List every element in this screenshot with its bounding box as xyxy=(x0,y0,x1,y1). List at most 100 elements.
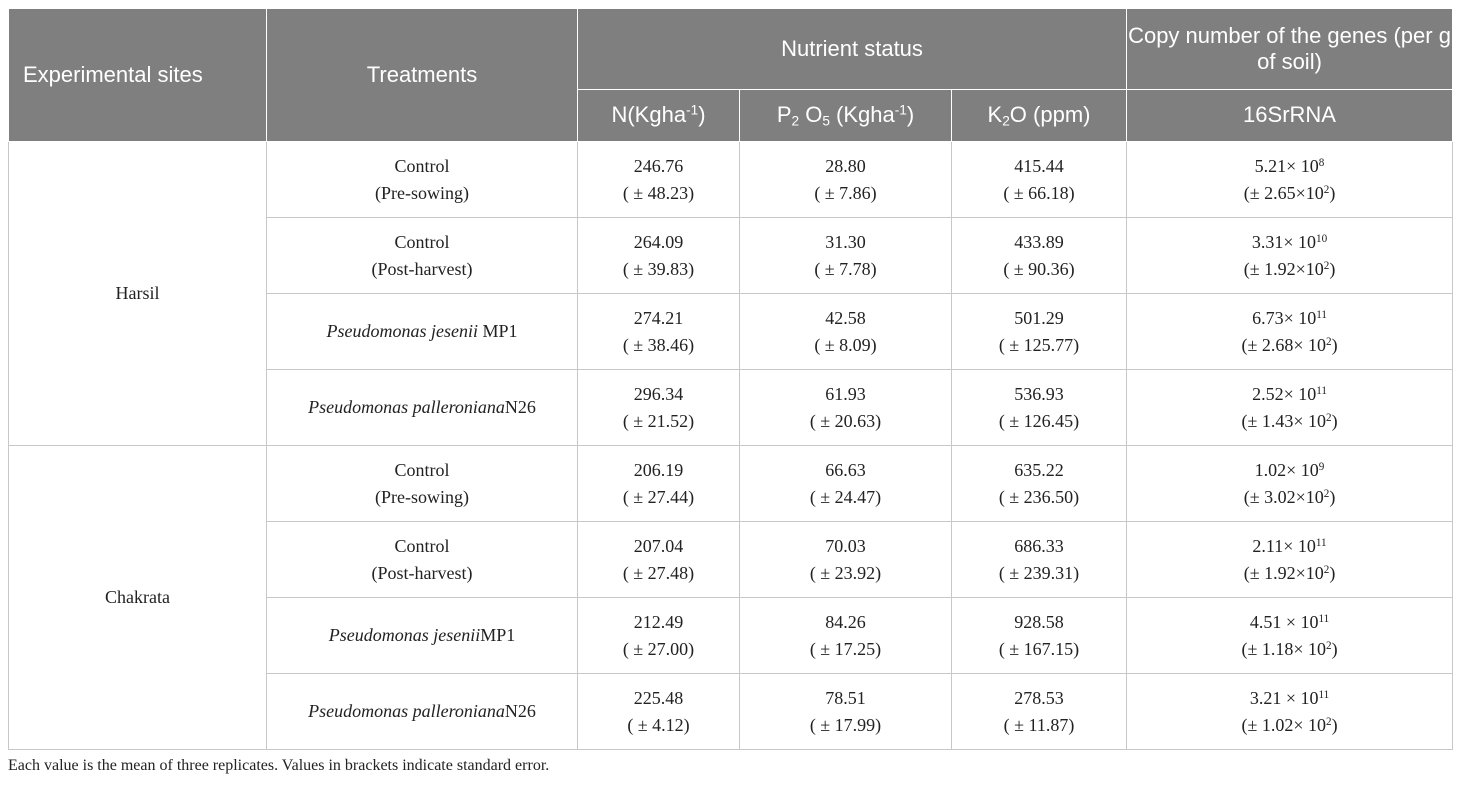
table-container: Experimental sites Treatments Nutrient s… xyxy=(8,8,1454,750)
table-row: Pseudomonas palleronianaN26 225.48 ( ± 4.1… xyxy=(9,673,1454,750)
table-row: Pseudomonas jeseniiMP1 212.49 ( ± 27.00) 84… xyxy=(9,597,1454,674)
mean-value: 42.58 xyxy=(825,307,866,328)
copy-se-exponent: 2 xyxy=(1325,411,1332,424)
se-value: ( ± 38.46) xyxy=(622,334,695,355)
treatment-strain: N26 xyxy=(504,701,536,721)
treatment-cell: Control (Post-harvest) xyxy=(266,521,578,598)
se-value: ( ± 39.83) xyxy=(622,258,695,279)
treatment-name: Control xyxy=(394,459,450,480)
copy-se-exponent: 2 xyxy=(1323,183,1330,196)
se-value: ( ± 236.50) xyxy=(998,486,1080,507)
p2o5-cell: 66.63 ( ± 24.47) xyxy=(739,445,952,522)
table-row: Harsil Control (Pre-sowing) 246.76 ( ± 48.23… xyxy=(8,141,1454,446)
copy-se-close: ) xyxy=(1329,562,1336,583)
copy-mantissa: 4.51 × 10 xyxy=(1249,611,1319,632)
copy-se: (± 2.68× 10 xyxy=(1241,334,1326,355)
mean-value: 635.22 xyxy=(1014,459,1064,480)
copy-exponent: 11 xyxy=(1315,536,1327,549)
se-value: ( ± 7.86) xyxy=(814,182,877,203)
treatment-cell: Control (Post-harvest) xyxy=(266,217,578,294)
treatment-species: Pseudomonas jesenii xyxy=(328,625,481,645)
se-value: ( ± 27.48) xyxy=(622,562,695,583)
n-cell: 246.76 ( ± 48.23) xyxy=(577,141,740,218)
copy-mantissa: 6.73× 10 xyxy=(1252,307,1317,328)
table-row: Chakrata Control (Pre-sowing) 206.19 ( ± 27.… xyxy=(8,445,1454,750)
mean-value: 28.80 xyxy=(825,155,866,176)
treatment-cell: Pseudomonas jesenii MP1 xyxy=(266,293,578,370)
copy-se: (± 2.65×10 xyxy=(1243,182,1324,203)
copy-se-exponent: 2 xyxy=(1323,259,1330,272)
gene-copy-cell: 2.11× 1011 (± 1.92×102) xyxy=(1126,521,1454,598)
table-row: Pseudomonas palleronianaN26 296.34 ( ± 21.… xyxy=(9,369,1454,446)
treatment-cell: Pseudomonas palleronianaN26 xyxy=(266,673,578,750)
se-value: ( ± 66.18) xyxy=(1003,182,1075,203)
header-n: N(Kgha-1) xyxy=(577,89,740,142)
copy-se: (± 3.02×10 xyxy=(1243,486,1324,507)
se-value: ( ± 24.47) xyxy=(809,486,882,507)
k2o-cell: 686.33 ( ± 239.31) xyxy=(950,521,1128,598)
copy-mantissa: 3.21 × 10 xyxy=(1249,687,1319,708)
se-value: ( ± 4.12) xyxy=(627,714,690,735)
p2o5-cell: 70.03 ( ± 23.92) xyxy=(739,521,952,598)
n-cell: 264.09 ( ± 39.83) xyxy=(577,217,740,294)
copy-se: (± 1.92×10 xyxy=(1243,258,1324,279)
mean-value: 207.04 xyxy=(633,535,684,556)
mean-value: 501.29 xyxy=(1014,307,1064,328)
p2o5-cell: 28.80 ( ± 7.86) xyxy=(739,141,952,218)
n-cell: 206.19 ( ± 27.44) xyxy=(577,445,740,522)
copy-exponent: 11 xyxy=(1316,308,1327,321)
copy-mantissa: 1.02× 10 xyxy=(1254,459,1319,480)
header-k2o: K2O (ppm) xyxy=(950,89,1128,142)
treatment-stage: (Pre-sowing) xyxy=(375,486,469,507)
copy-se-close: ) xyxy=(1329,182,1336,203)
gene-copy-cell: 3.21 × 1011 (± 1.02× 102) xyxy=(1126,673,1454,750)
gene-copy-cell: 1.02× 109 (± 3.02×102) xyxy=(1126,445,1454,522)
treatment-name: Control xyxy=(394,535,450,556)
gene-copy-cell: 4.51 × 1011 (± 1.18× 102) xyxy=(1126,597,1454,674)
p2o5-cell: 78.51 ( ± 17.99) xyxy=(739,673,952,750)
header-copy-number: Copy number of the genes (per g of soil) xyxy=(1126,8,1454,90)
se-value: ( ± 27.00) xyxy=(622,638,695,659)
treatment-name: Control xyxy=(394,231,450,252)
mean-value: 264.09 xyxy=(633,231,684,252)
copy-se: (± 1.43× 10 xyxy=(1241,410,1326,431)
k2o-cell: 536.93 ( ± 126.45) xyxy=(950,369,1128,446)
gene-copy-cell: 5.21× 108 (± 2.65×102) xyxy=(1126,141,1454,218)
se-value: ( ± 11.87) xyxy=(1003,714,1075,735)
mean-value: 225.48 xyxy=(633,687,684,708)
gene-copy-cell: 3.31× 1010 (± 1.92×102) xyxy=(1126,217,1454,294)
copy-se-close: ) xyxy=(1329,258,1336,279)
header-experimental-sites: Experimental sites xyxy=(8,8,267,142)
treatment-strain: MP1 xyxy=(480,625,516,645)
k2o-cell: 501.29 ( ± 125.77) xyxy=(950,293,1128,370)
p2o5-cell: 84.26 ( ± 17.25) xyxy=(739,597,952,674)
mean-value: 274.21 xyxy=(633,307,684,328)
nutrient-table: Experimental sites Treatments Nutrient s… xyxy=(8,8,1454,750)
treatment-name: Control xyxy=(394,155,450,176)
copy-mantissa: 2.52× 10 xyxy=(1252,383,1317,404)
copy-se-exponent: 2 xyxy=(1323,563,1330,576)
site-cell: Chakrata xyxy=(8,445,267,750)
copy-exponent: 10 xyxy=(1316,232,1328,245)
k2o-cell: 415.44 ( ± 66.18) xyxy=(950,141,1128,218)
se-value: ( ± 23.92) xyxy=(809,562,882,583)
se-value: ( ± 21.52) xyxy=(622,410,695,431)
copy-se-close: ) xyxy=(1331,334,1338,355)
k2o-cell: 433.89 ( ± 90.36) xyxy=(950,217,1128,294)
copy-exponent: 8 xyxy=(1318,156,1325,169)
header-nutrient-status: Nutrient status xyxy=(576,8,1128,90)
se-value: ( ± 90.36) xyxy=(1003,258,1075,279)
treatment-stage: (Pre-sowing) xyxy=(375,182,469,203)
copy-se-exponent: 2 xyxy=(1323,487,1330,500)
p2o5-cell: 42.58 ( ± 8.09) xyxy=(739,293,952,370)
copy-mantissa: 2.11× 10 xyxy=(1252,535,1316,556)
treatment-species: Pseudomonas palleroniana xyxy=(308,701,505,721)
mean-value: 928.58 xyxy=(1014,611,1064,632)
p2o5-cell: 61.93 ( ± 20.63) xyxy=(739,369,952,446)
table-row: Control (Post-harvest) 264.09 ( ± 39.83) 31.… xyxy=(9,217,1454,294)
header-16srrna: 16SrRNA xyxy=(1126,89,1454,142)
se-value: ( ± 125.77) xyxy=(998,334,1080,355)
treatment-cell: Control (Pre-sowing) xyxy=(266,445,578,522)
copy-mantissa: 3.31× 10 xyxy=(1251,231,1317,252)
mean-value: 212.49 xyxy=(633,611,684,632)
